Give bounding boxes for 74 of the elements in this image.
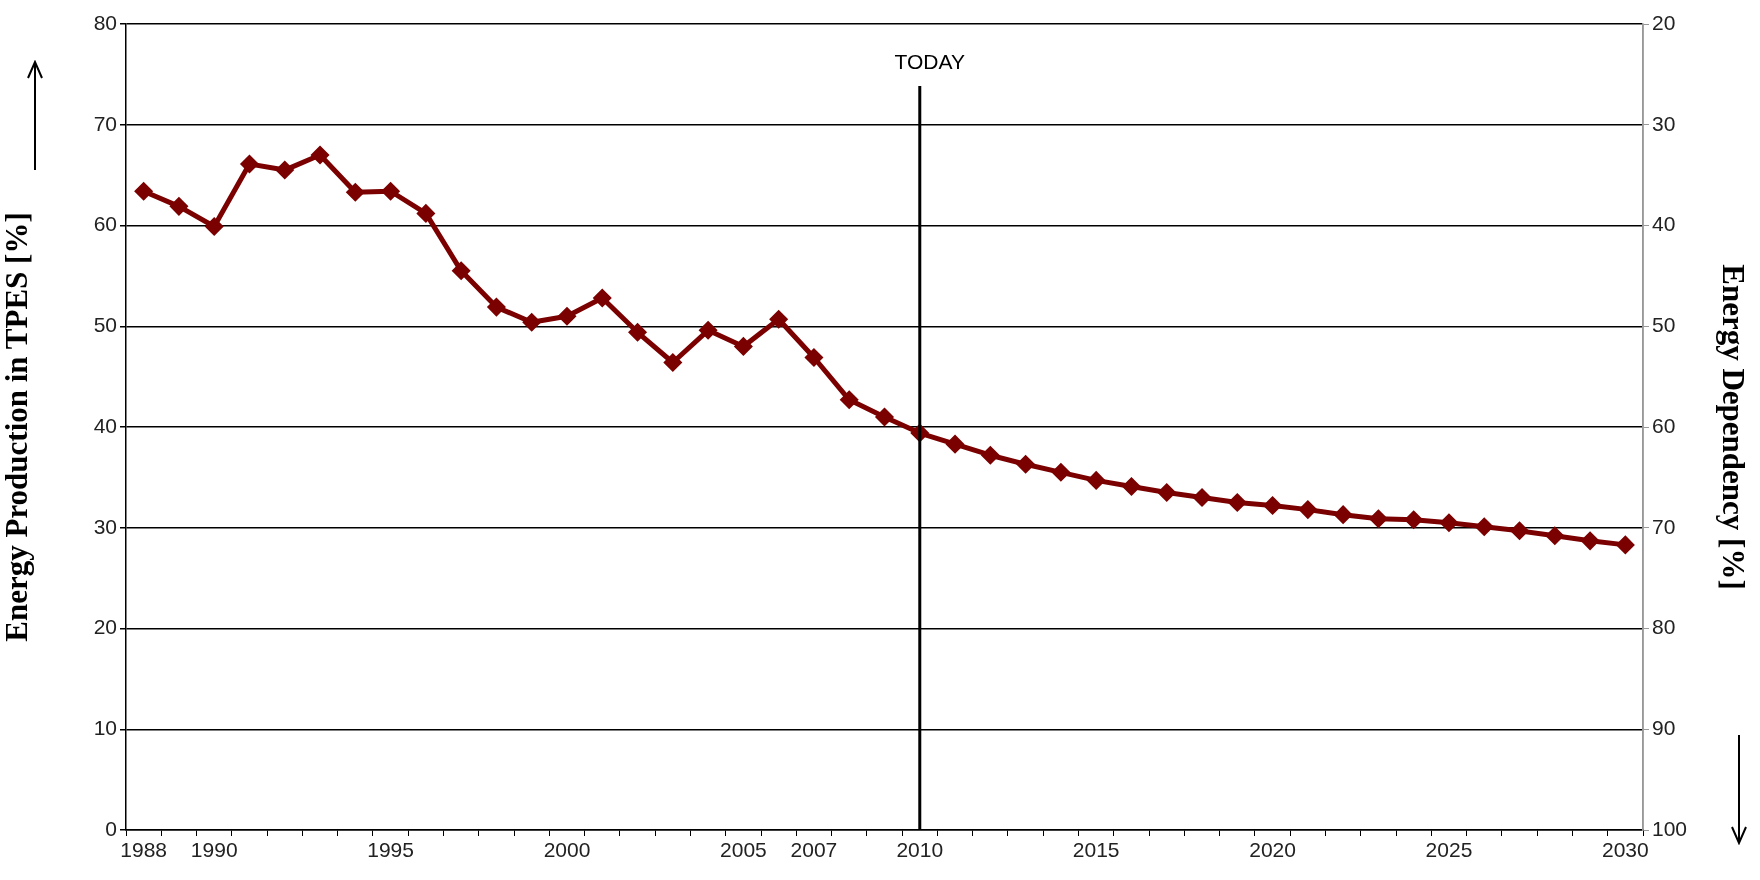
y2-tick-label: 70 (1652, 514, 1676, 538)
y2-tick-label: 30 (1652, 111, 1676, 135)
point (276, 161, 294, 179)
point (1052, 463, 1070, 481)
x-tick-label: 2007 (790, 838, 838, 862)
point (1122, 477, 1140, 495)
point (417, 204, 435, 222)
x-tick-label: 2030 (1602, 838, 1649, 862)
point (240, 155, 258, 173)
point (558, 307, 576, 325)
point (1299, 501, 1317, 519)
y2-tick-label: 20 (1652, 10, 1676, 34)
y-tick-label: 20 (93, 615, 117, 639)
y-tick-label: 60 (93, 212, 117, 236)
x-tick-label: 2010 (896, 838, 944, 862)
y2-axis-title: Energy Dependency [%] (1716, 264, 1752, 590)
y2-tick-label: 50 (1652, 313, 1676, 337)
ref-line-label: TODAY (894, 50, 965, 74)
point (1440, 514, 1458, 532)
y-tick-label: 50 (93, 313, 117, 337)
point (452, 262, 470, 280)
point (135, 182, 153, 200)
point (840, 391, 858, 409)
point (523, 313, 541, 331)
point (1193, 489, 1211, 507)
point (382, 182, 400, 200)
point (1405, 511, 1423, 529)
y-tick-label: 70 (93, 111, 117, 135)
x-tick-label: 2020 (1249, 838, 1296, 862)
point (946, 435, 964, 453)
y2-tick-label: 40 (1652, 212, 1676, 236)
point (1581, 532, 1599, 550)
y-tick-label: 10 (93, 716, 117, 740)
y2-tick-label: 60 (1652, 413, 1676, 437)
point (1017, 455, 1035, 473)
y-tick-label: 0 (105, 816, 117, 840)
point (770, 310, 788, 328)
point (664, 354, 682, 372)
point (876, 408, 893, 426)
point (346, 183, 364, 201)
x-tick-label: 2005 (720, 838, 767, 862)
point (699, 321, 717, 339)
x-tick-label: 2000 (543, 838, 591, 862)
y-axis-title: Energy Production in TPES [%] (0, 212, 34, 642)
point (205, 218, 223, 236)
point (805, 348, 823, 366)
y-tick-label: 40 (93, 413, 117, 437)
y-tick-label: 30 (93, 514, 117, 538)
point (1158, 483, 1176, 501)
point (593, 289, 611, 307)
x-tick-label: 1995 (367, 838, 414, 862)
point (1087, 471, 1105, 489)
point (1475, 518, 1493, 536)
y2-tick-label: 90 (1652, 716, 1676, 740)
x-tick-label: 1988 (120, 838, 167, 862)
point (311, 146, 329, 164)
point (1616, 536, 1634, 554)
point (1546, 527, 1564, 545)
point (1334, 506, 1352, 524)
point (170, 197, 188, 215)
x-tick-label: 1990 (190, 838, 238, 862)
point (487, 298, 505, 316)
x-tick-label: 2025 (1425, 838, 1473, 862)
point (734, 337, 752, 355)
point (1369, 510, 1387, 528)
y2-tick-label: 80 (1652, 615, 1676, 639)
point (1264, 497, 1282, 515)
point (1511, 522, 1529, 540)
point (981, 446, 999, 464)
y-tick-label: 80 (93, 10, 117, 34)
x-tick-label: 2015 (1072, 838, 1120, 862)
y2-tick-label: 100 (1652, 816, 1688, 840)
point (629, 323, 647, 341)
point (1228, 494, 1246, 512)
